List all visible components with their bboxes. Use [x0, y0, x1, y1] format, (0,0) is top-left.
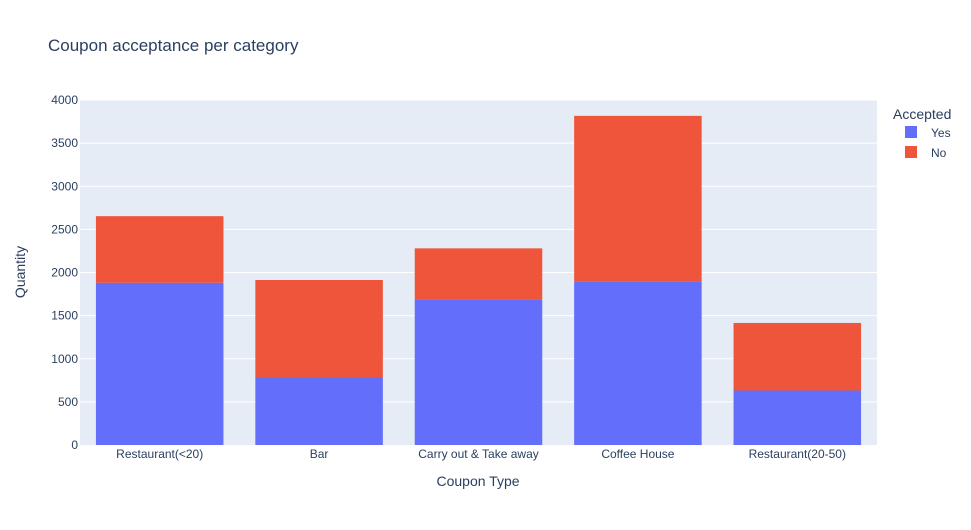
x-tick-label: Carry out & Take away — [418, 447, 539, 461]
y-axis-title: Quantity — [12, 246, 28, 298]
x-tick-label: Restaurant(<20) — [116, 447, 203, 461]
chart-title: Coupon acceptance per category — [48, 36, 299, 55]
y-tick-label: 2500 — [51, 222, 78, 236]
legend-swatch-no[interactable] — [905, 146, 917, 158]
bar-yes-2[interactable] — [414, 299, 543, 445]
bars — [95, 115, 862, 445]
y-tick-label: 500 — [58, 395, 78, 409]
y-tick-label: 1500 — [51, 309, 78, 323]
bar-yes-3[interactable] — [574, 281, 702, 445]
legend-swatch-yes[interactable] — [905, 126, 917, 138]
bar-yes-1[interactable] — [255, 377, 383, 445]
y-tick-label: 0 — [71, 438, 78, 452]
legend-label-yes: Yes — [931, 126, 951, 140]
y-tick-labels: 0 500 1000 1500 2000 2500 3000 3500 4000 — [51, 93, 78, 452]
y-tick-label: 3500 — [51, 136, 78, 150]
bar-no-0[interactable] — [95, 216, 224, 283]
bar-yes-4[interactable] — [733, 390, 862, 445]
y-tick-label: 2000 — [51, 266, 78, 280]
y-tick-label: 1000 — [51, 352, 78, 366]
legend-label-no: No — [931, 146, 947, 160]
legend-items: Yes No — [905, 126, 951, 160]
y-tick-label: 3000 — [51, 179, 78, 193]
bar-no-4[interactable] — [733, 322, 862, 391]
x-tick-label: Coffee House — [601, 447, 674, 461]
bar-no-1[interactable] — [255, 280, 383, 378]
x-tick-label: Restaurant(20-50) — [749, 447, 846, 461]
x-tick-labels: Restaurant(<20) Bar Carry out & Take away C… — [116, 447, 846, 461]
x-axis-title: Coupon Type — [436, 473, 519, 489]
x-tick-label: Bar — [310, 447, 329, 461]
legend-title: Accepted — [893, 106, 951, 122]
bar-no-2[interactable] — [414, 248, 543, 300]
bar-yes-0[interactable] — [95, 282, 224, 445]
y-tick-label: 4000 — [51, 93, 78, 107]
bar-no-3[interactable] — [574, 115, 702, 282]
legend[interactable]: Accepted Yes No — [893, 106, 951, 160]
